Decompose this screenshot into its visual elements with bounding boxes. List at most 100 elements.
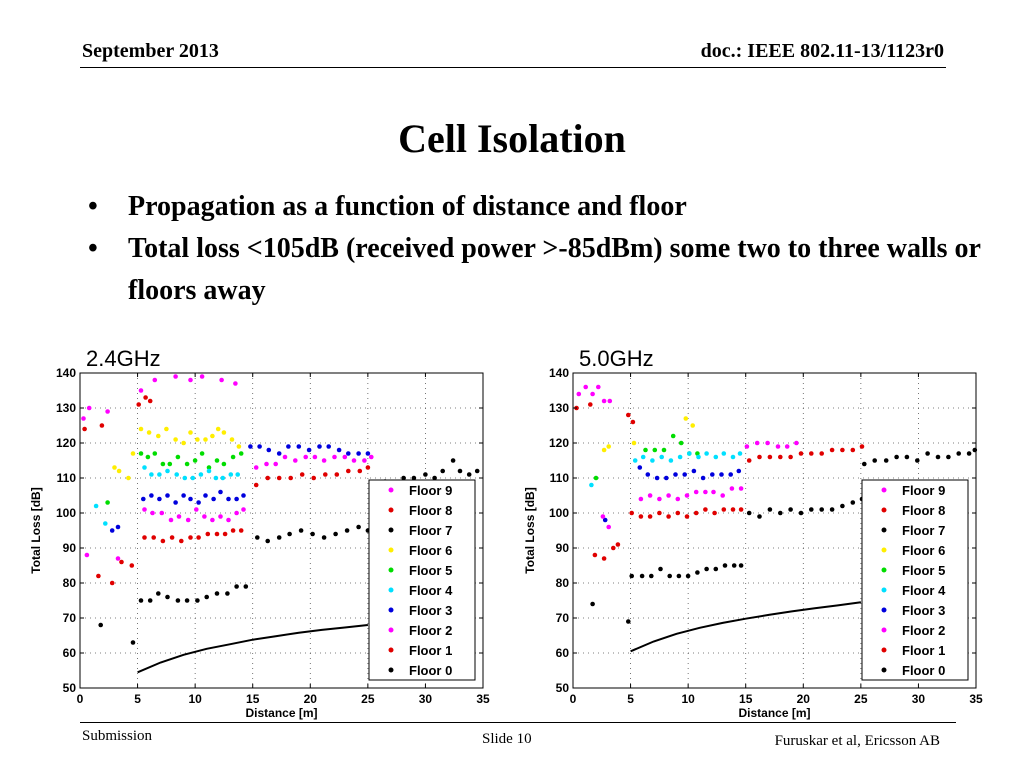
- data-point: [195, 437, 200, 442]
- data-point: [196, 500, 201, 505]
- data-point: [607, 398, 613, 404]
- x-tick-label: 25: [361, 692, 375, 706]
- data-point: [213, 475, 219, 481]
- x-tick-label: 10: [681, 692, 695, 706]
- data-point: [731, 563, 737, 568]
- data-point: [288, 475, 294, 481]
- bullet-item: • Propagation as a function of distance …: [88, 186, 988, 228]
- data-point: [126, 475, 131, 481]
- data-point: [138, 426, 144, 432]
- data-point: [798, 451, 804, 456]
- data-point: [210, 433, 215, 439]
- data-point: [230, 528, 236, 533]
- data-point: [82, 426, 87, 432]
- data-point: [744, 444, 750, 449]
- data-point: [695, 451, 700, 456]
- data-point: [639, 573, 645, 579]
- legend-marker: [388, 587, 394, 593]
- legend-label: Floor 4: [902, 583, 946, 598]
- data-point: [840, 447, 845, 453]
- data-point: [754, 440, 760, 446]
- data-point: [84, 552, 90, 558]
- data-point: [214, 458, 220, 463]
- data-point: [306, 447, 312, 453]
- data-point: [157, 496, 162, 502]
- data-point: [432, 475, 437, 481]
- data-point: [342, 454, 348, 460]
- data-point: [829, 507, 835, 512]
- data-point: [457, 468, 463, 474]
- data-point: [365, 465, 371, 470]
- data-point: [728, 472, 733, 477]
- data-point: [840, 503, 845, 509]
- y-tick-label: 130: [56, 401, 76, 415]
- data-point: [576, 391, 582, 397]
- data-point: [168, 517, 174, 523]
- data-point: [332, 454, 337, 460]
- data-point: [233, 381, 238, 386]
- data-point: [746, 458, 752, 463]
- data-point: [138, 388, 144, 393]
- legend-marker: [388, 567, 394, 573]
- data-point: [228, 472, 234, 477]
- data-point: [647, 514, 653, 519]
- data-point: [626, 412, 631, 418]
- legend-marker: [881, 587, 887, 593]
- bullet-list: • Propagation as a function of distance …: [88, 186, 988, 312]
- footer-authors: Furuskar et al, Ericsson AB: [774, 733, 940, 749]
- series-floor-5: [105, 451, 244, 505]
- header-date: September 2013: [82, 40, 219, 62]
- legend-label: Floor 7: [409, 523, 452, 538]
- data-point: [264, 461, 269, 467]
- data-point: [738, 486, 744, 491]
- y-tick-label: 90: [63, 541, 77, 555]
- data-point: [225, 591, 230, 596]
- x-tick-label: 30: [912, 692, 926, 706]
- legend-label: Floor 3: [902, 603, 945, 618]
- legend-box: [368, 479, 476, 681]
- series-floor-8: [82, 395, 153, 432]
- axes-frame: [572, 372, 977, 689]
- data-point: [321, 535, 327, 540]
- data-point: [254, 535, 260, 540]
- y-tick-label: 60: [556, 646, 570, 660]
- data-point: [693, 510, 699, 516]
- series-floor-1: [96, 465, 371, 586]
- data-point: [211, 496, 216, 502]
- data-point: [819, 451, 824, 456]
- data-point: [657, 496, 662, 502]
- data-point: [287, 531, 292, 537]
- data-point: [234, 584, 239, 589]
- data-point: [757, 514, 762, 519]
- data-point: [142, 535, 147, 540]
- legend-label: Floor 0: [902, 663, 945, 678]
- data-point: [257, 444, 262, 449]
- data-point: [356, 451, 361, 456]
- data-point: [149, 493, 154, 498]
- data-point: [253, 482, 259, 488]
- data-point: [809, 451, 814, 456]
- data-point: [362, 458, 367, 463]
- series-floor-4: [93, 465, 240, 526]
- data-point: [696, 454, 701, 460]
- data-point: [721, 507, 727, 512]
- legend-label: Floor 4: [409, 583, 453, 598]
- data-point: [303, 454, 309, 460]
- legend: Floor 9 Floor 8 Floor 7 Floor 6 Floor 5 Floor…: [861, 479, 969, 681]
- data-point: [165, 493, 170, 498]
- series-floor-7: [862, 447, 978, 467]
- data-point: [206, 465, 212, 470]
- data-point: [601, 556, 607, 561]
- header-doc-id: doc.: IEEE 802.11-13/1123r0: [700, 40, 944, 62]
- data-point: [296, 444, 302, 449]
- chart-2: 5.0GHz 0 5 10 15 20 25 30 35 50 60 70 80 90 100 110 120 1…: [523, 346, 983, 720]
- legend-marker: [881, 507, 887, 513]
- data-point: [650, 458, 655, 463]
- data-point: [243, 584, 249, 589]
- legend-marker: [881, 607, 887, 613]
- data-point: [173, 500, 178, 505]
- data-point: [590, 391, 595, 397]
- data-point: [704, 566, 709, 572]
- data-point: [182, 475, 188, 481]
- legend-label: Floor 1: [409, 643, 452, 658]
